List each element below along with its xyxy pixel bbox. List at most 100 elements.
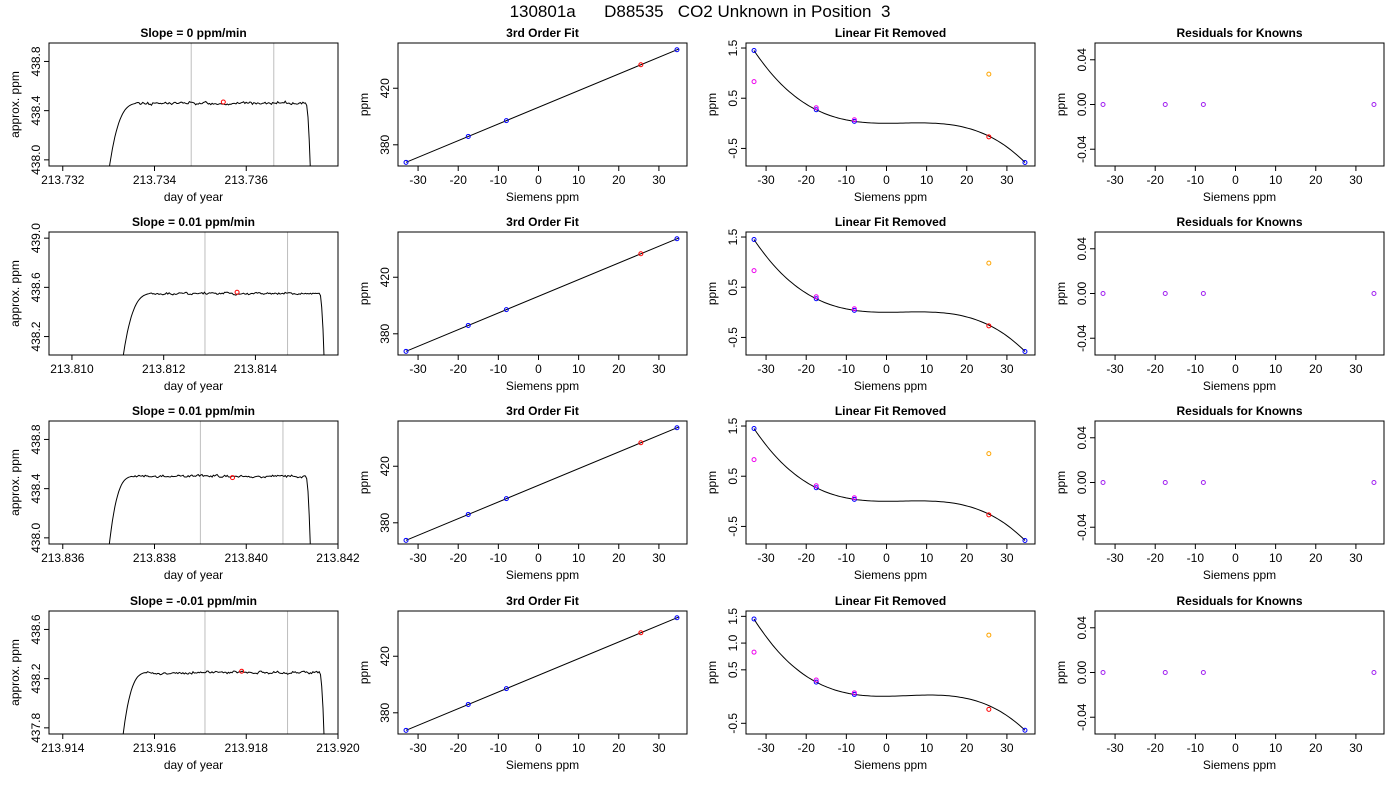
data-point xyxy=(986,512,992,518)
plot-data xyxy=(1100,670,1377,675)
y-tick-label: 0.00 xyxy=(1075,660,1089,684)
x-tick-label: 213.732 xyxy=(41,173,85,187)
chart-panel-r1-c2: 3rd Order Fit -30 -20 -10 0 10 20 30 380 420 Sieme… xyxy=(357,26,688,204)
chart-panel-r4-c1: Slope = -0.01 ppm/min 213.914 213.916 213.9… xyxy=(8,594,360,772)
chart-panel-r2-c3: Linear Fit Removed -30 -20 -10 0 10 20 30 -0.5 0.… xyxy=(705,215,1036,393)
x-tick-label: 10 xyxy=(572,741,586,755)
data-point xyxy=(403,159,409,165)
fit-line xyxy=(405,237,680,352)
x-tick-label: -20 xyxy=(450,362,468,376)
x-tick-label: 20 xyxy=(1309,173,1323,187)
plot-data xyxy=(403,615,680,733)
x-tick-label: -10 xyxy=(1187,551,1205,565)
x-tick-label: -10 xyxy=(1187,362,1205,376)
x-axis-label: day of year xyxy=(164,568,223,582)
y-axis-label: ppm xyxy=(357,661,371,684)
data-point xyxy=(851,118,857,124)
plot-frame xyxy=(745,610,1036,735)
x-tick-label: -10 xyxy=(1187,741,1205,755)
data-point xyxy=(986,260,992,266)
x-tick-label: -20 xyxy=(798,741,816,755)
x-tick-label: -30 xyxy=(409,551,427,565)
data-point xyxy=(465,133,471,139)
plot-frame xyxy=(1094,231,1385,356)
data-point xyxy=(1371,291,1377,296)
x-tick-label: -10 xyxy=(1187,173,1205,187)
page-title: 130801a D88535 CO2 Unknown in Position 3 xyxy=(509,2,891,21)
x-tick-label: 213.918 xyxy=(225,741,269,755)
y-axis-label: ppm xyxy=(1054,471,1068,494)
x-axis-label: Siemens ppm xyxy=(854,758,927,772)
x-tick-label: -30 xyxy=(1106,173,1124,187)
data-point xyxy=(751,616,757,622)
x-tick-label: -30 xyxy=(409,173,427,187)
y-tick-label: 1.5 xyxy=(726,417,740,434)
data-point xyxy=(1200,102,1206,107)
x-tick-label: -30 xyxy=(757,741,775,755)
x-tick-label: 0 xyxy=(535,551,542,565)
data-point xyxy=(1162,291,1168,296)
data-point xyxy=(465,701,471,707)
plot-frame xyxy=(745,231,1036,356)
x-tick-label: 10 xyxy=(920,551,934,565)
x-tick-label: -20 xyxy=(450,551,468,565)
data-point xyxy=(1162,102,1168,107)
x-tick-label: -20 xyxy=(1147,362,1165,376)
panel-title: Slope = 0.01 ppm/min xyxy=(132,215,255,229)
plot-data xyxy=(403,425,680,543)
x-tick-label: 213.814 xyxy=(234,362,278,376)
panel-title: 3rd Order Fit xyxy=(506,404,579,418)
x-tick-label: 30 xyxy=(1000,551,1014,565)
x-axis-label: day of year xyxy=(164,190,223,204)
data-point xyxy=(986,632,992,638)
y-tick-label: 1.5 xyxy=(726,39,740,56)
data-point xyxy=(638,251,644,257)
fit-line xyxy=(405,616,680,731)
x-tick-label: 0 xyxy=(535,173,542,187)
x-tick-label: 213.840 xyxy=(225,551,269,565)
x-tick-label: 20 xyxy=(960,173,974,187)
plot-frame xyxy=(397,420,688,545)
y-tick-label: 438.8 xyxy=(29,424,43,454)
y-tick-label: 380 xyxy=(378,512,392,532)
plot-frame xyxy=(48,420,339,545)
data-point xyxy=(1200,670,1206,675)
x-tick-label: 20 xyxy=(1309,741,1323,755)
chart-panel-r4-c4: Residuals for Knowns -30 -20 -10 0 10 20 30 -0.0… xyxy=(1054,594,1385,772)
fit-line xyxy=(405,426,680,541)
concentration-trace xyxy=(122,670,325,734)
y-tick-label: -0.04 xyxy=(1075,513,1089,541)
data-point xyxy=(1100,480,1106,485)
data-point xyxy=(1200,480,1206,485)
x-tick-label: 10 xyxy=(1269,173,1283,187)
chart-panel-r3-c4: Residuals for Knowns -30 -20 -10 0 10 20 30 -0.0… xyxy=(1054,404,1385,582)
y-tick-label: 0.5 xyxy=(726,90,740,107)
x-tick-label: 30 xyxy=(1349,362,1363,376)
y-axis-label: approx. ppm xyxy=(8,449,22,516)
y-axis-label: approx. ppm xyxy=(8,260,22,327)
x-tick-label: 0 xyxy=(883,173,890,187)
data-point xyxy=(503,496,509,502)
data-point xyxy=(813,296,819,302)
y-axis-label: approx. ppm xyxy=(8,639,22,706)
x-axis-label: Siemens ppm xyxy=(506,379,579,393)
x-tick-label: 30 xyxy=(652,173,666,187)
data-point xyxy=(751,457,757,463)
x-tick-label: 213.838 xyxy=(133,551,177,565)
x-tick-label: 0 xyxy=(535,741,542,755)
x-tick-label: -30 xyxy=(757,173,775,187)
data-point xyxy=(851,307,857,313)
y-tick-label: 438.4 xyxy=(29,95,43,125)
chart-panel-r2-c4: Residuals for Knowns -30 -20 -10 0 10 20 30 -0.0… xyxy=(1054,215,1385,393)
y-tick-label: 0.5 xyxy=(726,468,740,485)
x-tick-label: 213.810 xyxy=(50,362,94,376)
y-tick-label: 1.5 xyxy=(726,228,740,245)
x-axis-label: Siemens ppm xyxy=(1203,190,1276,204)
x-tick-label: -30 xyxy=(1106,741,1124,755)
plot-data xyxy=(122,232,325,355)
x-tick-label: 0 xyxy=(1232,551,1239,565)
data-point xyxy=(986,706,992,712)
panel-title: 3rd Order Fit xyxy=(506,26,579,40)
data-point xyxy=(813,107,819,113)
data-point xyxy=(986,323,992,329)
